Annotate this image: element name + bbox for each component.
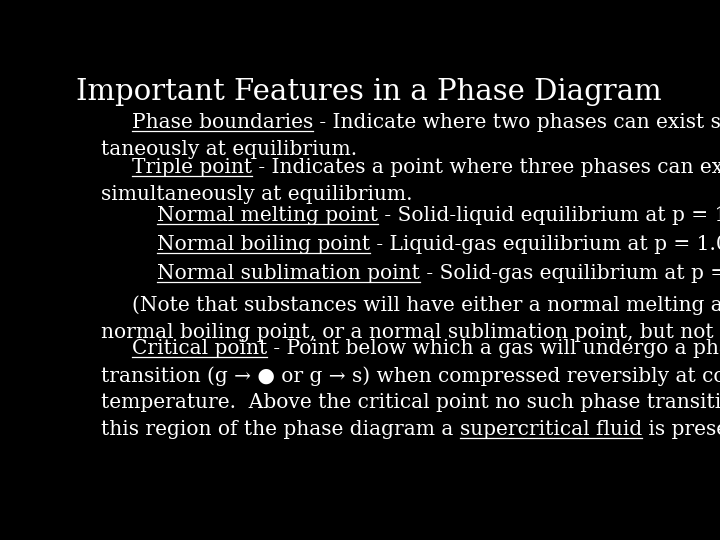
Text: taneously at equilibrium.: taneously at equilibrium. bbox=[101, 140, 357, 159]
Text: Critical point: Critical point bbox=[132, 339, 267, 358]
Text: - Point below which a gas will undergo a phase: - Point below which a gas will undergo a… bbox=[267, 339, 720, 358]
Text: - Liquid-gas equilibrium at p = 1.00 atm.: - Liquid-gas equilibrium at p = 1.00 atm… bbox=[370, 235, 720, 254]
Text: normal boiling point, or a normal sublimation point, but not both.): normal boiling point, or a normal sublim… bbox=[101, 322, 720, 342]
Text: Normal boiling point: Normal boiling point bbox=[157, 235, 370, 254]
Text: - Indicates a point where three phases can exist: - Indicates a point where three phases c… bbox=[252, 158, 720, 177]
Text: Triple point: Triple point bbox=[132, 158, 252, 177]
Text: is present.: is present. bbox=[642, 420, 720, 440]
Text: transition (g → ● or g → s) when compressed reversibly at constant: transition (g → ● or g → s) when compres… bbox=[101, 366, 720, 386]
Text: Important Features in a Phase Diagram: Important Features in a Phase Diagram bbox=[76, 78, 662, 106]
Text: supercritical fluid: supercritical fluid bbox=[460, 420, 642, 440]
Text: Phase boundaries: Phase boundaries bbox=[132, 113, 313, 132]
Text: (Note that substances will have either a normal melting and: (Note that substances will have either a… bbox=[132, 295, 720, 315]
Text: - Indicate where two phases can exist simul-: - Indicate where two phases can exist si… bbox=[313, 113, 720, 132]
Text: simultaneously at equilibrium.: simultaneously at equilibrium. bbox=[101, 185, 413, 204]
Text: - Solid-liquid equilibrium at p = 1.00 atm.: - Solid-liquid equilibrium at p = 1.00 a… bbox=[378, 206, 720, 225]
Text: Normal melting point: Normal melting point bbox=[157, 206, 378, 225]
Text: this region of the phase diagram a: this region of the phase diagram a bbox=[101, 420, 460, 440]
Text: Normal sublimation point: Normal sublimation point bbox=[157, 265, 420, 284]
Text: - Solid-gas equilibrium at p = 1.00 atm.: - Solid-gas equilibrium at p = 1.00 atm. bbox=[420, 265, 720, 284]
Text: temperature.  Above the critical point no such phase transition occurs.  In: temperature. Above the critical point no… bbox=[101, 393, 720, 412]
